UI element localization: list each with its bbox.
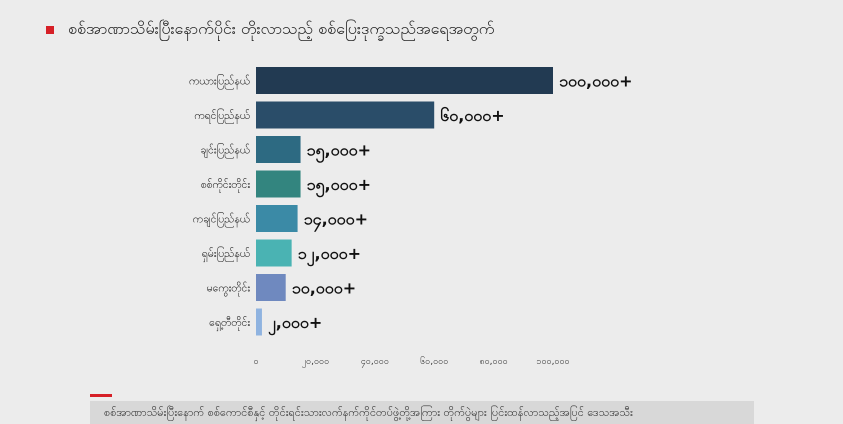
x-tick-label: ၁၀၀,၀၀၀ [536, 357, 569, 367]
bar-5 [256, 205, 298, 232]
value-label: ၁၄,၀၀၀+ [304, 210, 368, 233]
value-label: ၁၀,၀၀၀+ [292, 279, 356, 298]
category-label: ရှမ်းပြည်နယ် [202, 246, 250, 262]
bar-6 [256, 239, 292, 267]
footer-accent-line [90, 394, 112, 397]
category-label: စစ်ကိုင်းတိုင်း [201, 178, 251, 193]
chart-title: စစ်အာဏာသိမ်းပြီးနောက်ပိုင်း တိုးလာသည့် စ… [68, 19, 495, 38]
value-label: ၁၅,၀၀၀+ [307, 175, 371, 198]
bar-2 [256, 101, 435, 129]
bar-3 [256, 136, 301, 163]
value-label: ၁၅,၀၀၀+ [307, 141, 371, 164]
value-label: ၆၀,၀၀၀+ [440, 106, 504, 125]
value-label: ၂,၀၀၀+ [268, 313, 322, 336]
category-label: ကရင်ပြည်နယ် [194, 108, 250, 124]
category-label: ကယားပြည်နယ် [189, 74, 250, 90]
title-marker-icon [46, 26, 54, 34]
bar-1 [256, 67, 553, 94]
bar-7 [256, 274, 286, 301]
chart-title-row: စစ်အာဏာသိမ်းပြီးနောက်ပိုင်း တိုးလာသည့် စ… [46, 18, 494, 42]
bar-chart: ကယားပြည်နယ် ၁၀၀,၀၀၀+ ကရင်ပြည်နယ် ၆၀,၀၀၀+ ချင… [189, 67, 632, 368]
value-label: ၁၂,၀၀၀+ [298, 244, 361, 267]
bar-4 [256, 170, 301, 198]
x-tick-label: ၂၀,၀၀၀ [302, 357, 330, 368]
category-label: ရှေ့တီတိုင်း [209, 316, 250, 331]
category-label: ကချင်ပြည်နယ် [193, 212, 250, 228]
category-label: မကွေးတိုင်း [207, 282, 251, 297]
footer-note: စစ်အာဏာသိမ်းပြီးနောက် စစ်ကောင်စီနှင့် တိ… [90, 401, 754, 424]
value-label: ၁၀၀,၀၀၀+ [559, 72, 632, 91]
x-tick-label: ၈၀,၀၀၀ [479, 357, 507, 367]
x-tick-label: ၄၀,၀၀၀ [361, 357, 389, 368]
x-tick-label: ၆၀,၀၀၀ [420, 356, 448, 367]
bar-8 [256, 308, 262, 336]
category-label: ချင်းပြည်နယ် [200, 143, 250, 159]
x-tick-label: ၀ [253, 357, 258, 367]
